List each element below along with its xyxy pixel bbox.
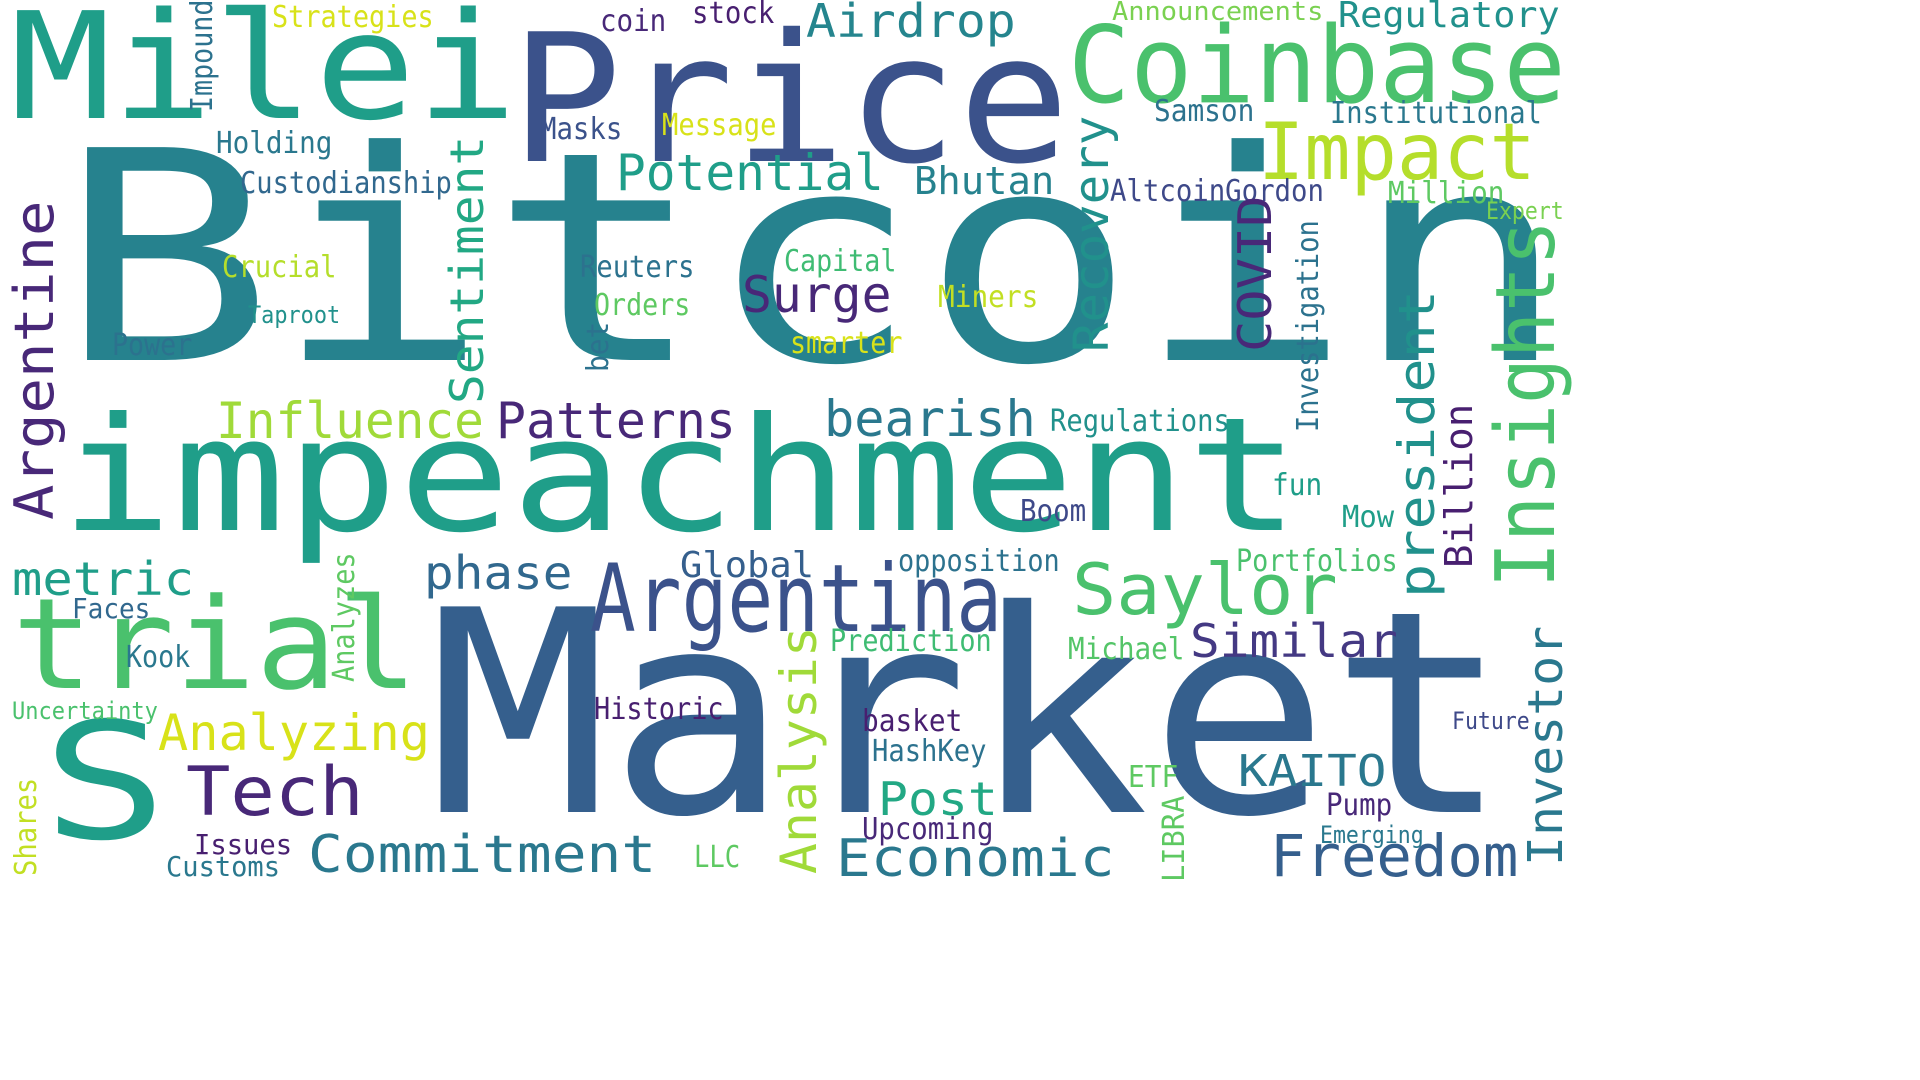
word-impeachment: impeachment xyxy=(60,384,1300,569)
word-freedom: Freedom xyxy=(1270,822,1519,891)
word-sentiment: Sentiment xyxy=(440,135,494,404)
word-argentine: Argentine xyxy=(3,200,66,520)
word-capital: Capital xyxy=(784,243,897,279)
word-altcoingordon: AltcoinGordon xyxy=(1110,173,1324,209)
word-customs: Customs xyxy=(166,849,281,883)
word-phase: phase xyxy=(424,545,573,600)
word-patterns: Patterns xyxy=(496,391,736,450)
word-bearish: bearish xyxy=(824,389,1036,448)
word-kaito: KAITO xyxy=(1238,745,1387,797)
word-portfolios: Portfolios xyxy=(1236,543,1398,579)
word-global: Global xyxy=(680,545,815,587)
word-crucial: Crucial xyxy=(222,249,337,285)
word-orders: Orders xyxy=(594,287,691,323)
word-s: S xyxy=(42,688,168,877)
word-recovery: Recovery xyxy=(1064,115,1120,353)
word-expert: Expert xyxy=(1486,196,1564,225)
word-impound: Impound xyxy=(185,0,220,113)
word-million: Million xyxy=(1388,175,1505,211)
word-argentina: Argentina xyxy=(590,545,1003,655)
word-emerging: Emerging xyxy=(1320,820,1424,849)
word-surge: Surge xyxy=(742,265,892,324)
word-coin: coin xyxy=(600,3,667,39)
word-issues: Issues xyxy=(194,827,293,861)
word-investor: Investor xyxy=(1518,625,1574,866)
word-bitcoin: Bitcoin xyxy=(58,89,1568,430)
word-covid: COVID xyxy=(1228,195,1282,352)
word-coinbase: Coinbase xyxy=(1068,3,1566,127)
word-mow: Mow xyxy=(1342,499,1395,535)
word-institutional: Institutional xyxy=(1330,95,1542,131)
word-impact: Impact xyxy=(1258,108,1536,199)
word-llc: LLC xyxy=(694,839,741,875)
word-analysis: Analysis xyxy=(770,626,828,874)
word-masks: Masks xyxy=(540,111,623,147)
word-power: Power xyxy=(112,327,193,363)
word-bet: bet xyxy=(581,321,616,372)
word-similar: Similar xyxy=(1190,613,1398,668)
word-post: Post xyxy=(878,771,998,826)
word-upcoming: Upcoming xyxy=(862,811,994,847)
word-basket: basket xyxy=(862,703,963,739)
word-opposition: opposition xyxy=(898,543,1060,579)
word-influence: Influence xyxy=(216,391,484,450)
word-bhutan: Bhutan xyxy=(914,159,1055,204)
word-michael: Michael xyxy=(1068,631,1185,667)
word-market: Market xyxy=(428,549,1510,879)
word-president: president xyxy=(1388,289,1446,598)
word-regulations: Regulations xyxy=(1050,403,1230,439)
word-boom: Boom xyxy=(1020,493,1087,529)
word-shares: Shares xyxy=(9,777,44,876)
word-reuters: Reuters xyxy=(580,249,695,285)
word-taproot: Taproot xyxy=(248,300,341,329)
word-fun: fun xyxy=(1272,467,1323,503)
word-commitment: Commitment xyxy=(308,825,657,886)
word-economic: Economic xyxy=(836,829,1115,890)
word-trial: trial xyxy=(12,570,419,718)
word-etf: ETF xyxy=(1128,759,1179,795)
word-miners: Miners xyxy=(938,279,1039,315)
word-stock: stock xyxy=(692,0,775,31)
word-investigation: Investigation xyxy=(1291,220,1326,432)
word-kook: Kook xyxy=(126,639,191,675)
word-billion: Billion xyxy=(1437,403,1481,568)
word-saylor: Saylor xyxy=(1072,548,1338,631)
word-smarter: smarter xyxy=(790,325,903,361)
word-regulatory: Regulatory xyxy=(1338,0,1560,37)
word-historic: Historic xyxy=(594,691,724,727)
word-insights: Insights xyxy=(1479,219,1574,589)
word-analyzing: Analyzing xyxy=(158,703,431,762)
word-libra: LIBRA xyxy=(1157,795,1192,882)
word-uncertainty: Uncertainty xyxy=(12,696,158,725)
word-metric: metric xyxy=(12,551,195,606)
word-milei: Milei xyxy=(10,0,518,153)
word-custodianship: Custodianship xyxy=(240,165,452,201)
word-price: Price xyxy=(510,0,1070,204)
word-holding: Holding xyxy=(216,125,333,161)
word-samson: Samson xyxy=(1154,93,1255,129)
word-message: Message xyxy=(662,107,777,143)
word-future: Future xyxy=(1452,706,1530,735)
word-announcements: Announcements xyxy=(1112,0,1324,27)
word-strategies: Strategies xyxy=(272,0,434,35)
word-analyzes: Analyzes xyxy=(327,552,362,682)
word-potential: Potential xyxy=(616,143,884,202)
word-tech: Tech xyxy=(186,752,364,832)
word-hashkey: HashKey xyxy=(872,733,987,769)
word-prediction: Prediction xyxy=(830,623,992,659)
word-pump: Pump xyxy=(1326,787,1393,823)
word-airdrop: Airdrop xyxy=(806,0,1016,48)
word-faces: Faces xyxy=(72,591,151,625)
